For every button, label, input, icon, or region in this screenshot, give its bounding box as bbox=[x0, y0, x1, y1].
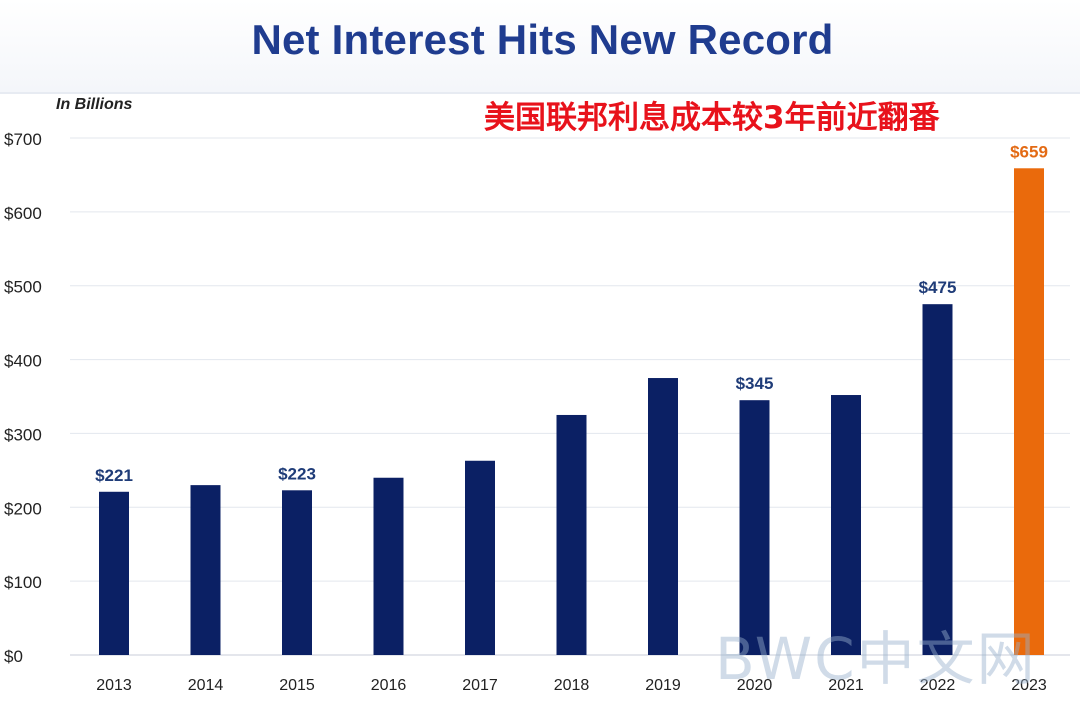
chinese-annotation: 美国联邦利息成本较3年前近翻番 bbox=[484, 100, 940, 136]
x-tick-label: 2018 bbox=[554, 677, 590, 694]
data-label: $221 bbox=[95, 466, 133, 485]
chart-title: Net Interest Hits New Record bbox=[251, 16, 834, 63]
y-tick-label: $100 bbox=[4, 573, 42, 592]
y-tick-label: $500 bbox=[4, 278, 42, 297]
x-tick-label: 2013 bbox=[96, 677, 132, 694]
data-label: $223 bbox=[278, 464, 316, 483]
y-tick-label: $200 bbox=[4, 499, 42, 518]
bar bbox=[465, 460, 495, 655]
y-tick-label: $400 bbox=[4, 352, 42, 371]
bar bbox=[739, 400, 770, 655]
x-tick-label: 2022 bbox=[920, 677, 956, 694]
y-axis-unit-label: In Billions bbox=[56, 96, 133, 113]
y-tick-label: $600 bbox=[4, 204, 42, 223]
data-label: $345 bbox=[736, 374, 774, 393]
bar bbox=[1014, 168, 1044, 655]
x-tick-label: 2020 bbox=[737, 677, 773, 694]
x-tick-label: 2017 bbox=[462, 677, 498, 694]
x-tick-label: 2023 bbox=[1011, 677, 1047, 694]
y-tick-label: $0 bbox=[4, 647, 23, 666]
data-label: $659 bbox=[1010, 142, 1048, 161]
y-tick-label: $300 bbox=[4, 425, 42, 444]
bar bbox=[831, 395, 861, 655]
bar bbox=[190, 485, 221, 655]
x-tick-label: 2019 bbox=[645, 677, 681, 694]
watermark: BWC中文网 bbox=[715, 625, 1037, 693]
x-tick-label: 2021 bbox=[828, 677, 864, 694]
bar bbox=[556, 414, 587, 655]
bar bbox=[648, 378, 678, 655]
x-tick-label: 2016 bbox=[371, 677, 407, 694]
bar bbox=[922, 304, 953, 655]
x-tick-label: 2014 bbox=[188, 677, 224, 694]
x-tick-label: 2015 bbox=[279, 677, 315, 694]
header-band bbox=[0, 0, 1080, 94]
bar bbox=[373, 477, 404, 655]
y-tick-label: $700 bbox=[4, 130, 42, 149]
data-label: $475 bbox=[919, 278, 957, 297]
bar bbox=[282, 490, 312, 655]
bar bbox=[99, 491, 129, 655]
